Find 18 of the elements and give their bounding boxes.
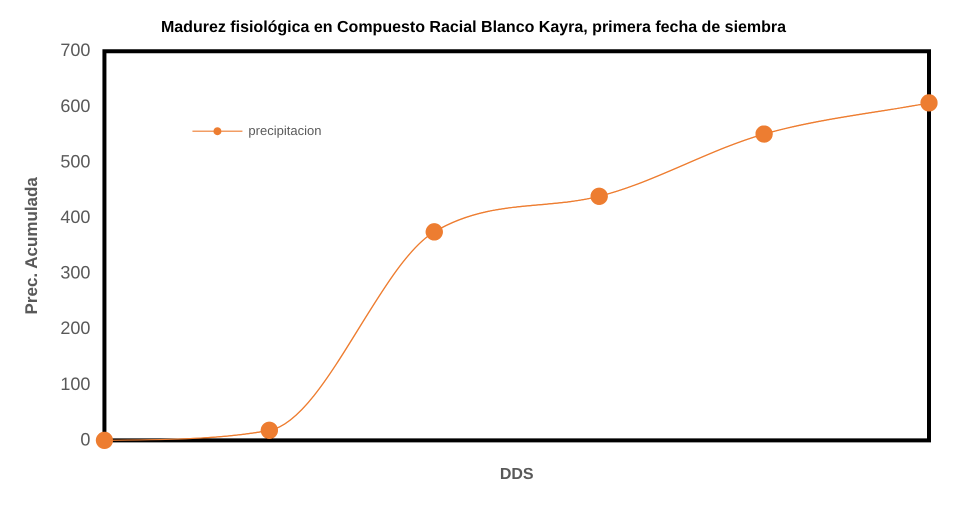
y-tick-label: 300 [60, 262, 90, 283]
y-axis-title: Prec. Acumulada [22, 176, 41, 314]
point [590, 188, 608, 205]
point [260, 422, 278, 439]
y-tick-label: 600 [60, 96, 90, 116]
point [755, 125, 773, 143]
legend-label: precipitacion [248, 122, 322, 138]
point [920, 94, 938, 112]
y-tick-label: 400 [60, 206, 90, 227]
point [426, 223, 443, 240]
chart-title: Madurez fisiológica en Compuesto Racial Blanco Kayra, primera fecha de siembra [160, 19, 786, 36]
y-tick-label: 0 [80, 429, 90, 450]
y-tick-label: 100 [60, 374, 90, 394]
y-tick-label: 700 [60, 40, 90, 60]
y-tick-label: 500 [60, 151, 90, 172]
y-tick-label: 200 [60, 318, 90, 338]
x-axis-title: DDS [500, 466, 534, 483]
point [96, 432, 114, 449]
